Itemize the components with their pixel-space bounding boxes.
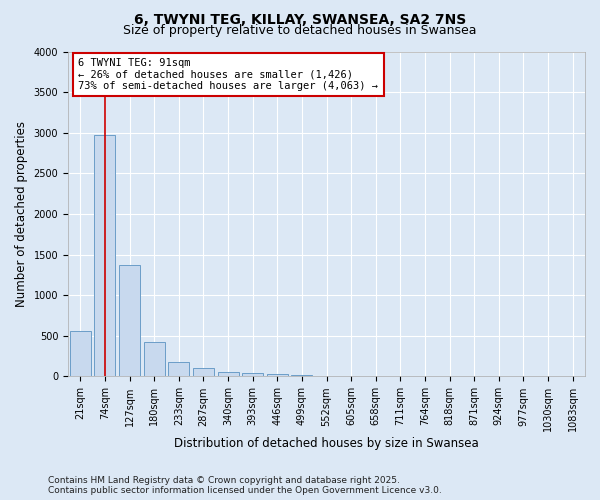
X-axis label: Distribution of detached houses by size in Swansea: Distribution of detached houses by size …	[174, 437, 479, 450]
Bar	[119, 265, 140, 376]
Text: 6 TWYNI TEG: 91sqm
← 26% of detached houses are smaller (1,426)
73% of semi-deta: 6 TWYNI TEG: 91sqm ← 26% of detached hou…	[79, 58, 379, 91]
Bar	[218, 372, 239, 376]
Bar	[169, 362, 189, 376]
Text: 6, TWYNI TEG, KILLAY, SWANSEA, SA2 7NS: 6, TWYNI TEG, KILLAY, SWANSEA, SA2 7NS	[134, 12, 466, 26]
Bar	[242, 373, 263, 376]
Text: Size of property relative to detached houses in Swansea: Size of property relative to detached ho…	[123, 24, 477, 37]
Text: Contains HM Land Registry data © Crown copyright and database right 2025.
Contai: Contains HM Land Registry data © Crown c…	[48, 476, 442, 495]
Bar	[70, 331, 91, 376]
Bar	[193, 368, 214, 376]
Bar	[144, 342, 164, 376]
Bar	[267, 374, 288, 376]
Bar	[94, 135, 115, 376]
Y-axis label: Number of detached properties: Number of detached properties	[15, 121, 28, 307]
